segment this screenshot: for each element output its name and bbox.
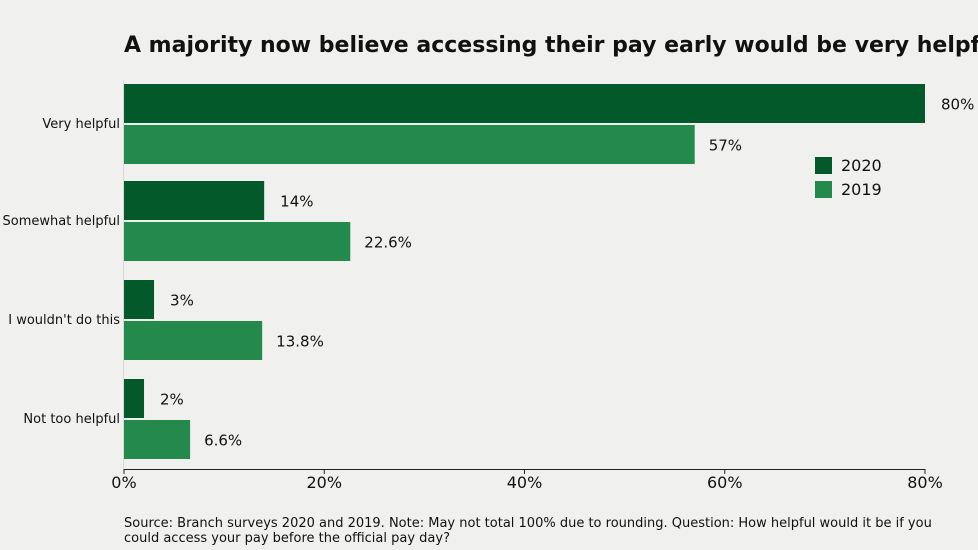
data-label: 80% bbox=[941, 96, 974, 114]
legend-label: 2020 bbox=[841, 156, 882, 175]
bar-2019 bbox=[124, 125, 695, 164]
data-label: 2% bbox=[160, 391, 184, 409]
source-note: Source: Branch surveys 2020 and 2019. No… bbox=[124, 516, 932, 546]
data-label: 14% bbox=[280, 193, 313, 211]
x-tick-label: 0% bbox=[111, 473, 136, 492]
bar-2020 bbox=[124, 181, 265, 220]
data-label: 6.6% bbox=[204, 432, 242, 450]
category-label: I wouldn't do this bbox=[8, 313, 120, 328]
legend-swatch-2020 bbox=[815, 157, 832, 174]
data-label: 22.6% bbox=[364, 234, 412, 252]
category-label: Somewhat helpful bbox=[3, 214, 120, 229]
bar-2019 bbox=[124, 222, 351, 261]
bar-2019 bbox=[124, 321, 263, 360]
category-label: Not too helpful bbox=[23, 412, 120, 427]
bar-2019 bbox=[124, 420, 191, 459]
x-tick-label: 60% bbox=[707, 473, 743, 492]
data-label: 13.8% bbox=[276, 333, 324, 351]
bar-2020 bbox=[124, 379, 145, 418]
bar-2020 bbox=[124, 84, 925, 123]
x-tick-label: 80% bbox=[907, 473, 943, 492]
data-label: 3% bbox=[170, 292, 194, 310]
data-label: 57% bbox=[709, 137, 742, 155]
x-tick-label: 20% bbox=[306, 473, 342, 492]
chart-title: A majority now believe accessing their p… bbox=[124, 33, 978, 58]
bar-2020 bbox=[124, 280, 155, 319]
legend-swatch-2019 bbox=[815, 181, 832, 198]
category-label: Very helpful bbox=[42, 117, 120, 132]
x-tick-label: 40% bbox=[507, 473, 543, 492]
legend-label: 2019 bbox=[841, 180, 882, 199]
